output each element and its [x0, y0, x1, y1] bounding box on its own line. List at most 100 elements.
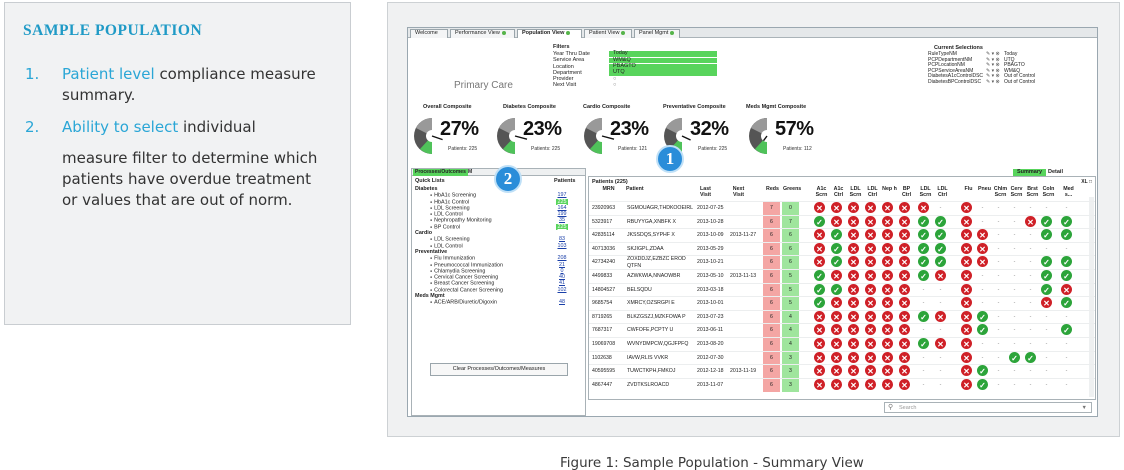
- tab-population-view[interactable]: Population View: [517, 29, 582, 38]
- table-row[interactable]: 14804527 BELSQDU 2013-03-18 6 5 ✓ ✓ ✕ ✕ ✕ ✕ - - ✕ - - - -…: [589, 282, 1095, 297]
- quick-list-measure[interactable]: Cervical Cancer Screening: [430, 274, 498, 281]
- filter-value[interactable]: Today: [609, 51, 717, 57]
- filter-row[interactable]: Location PBAGTO: [553, 63, 717, 70]
- table-row[interactable]: 23920963 SGMOUAGR,THDKOOEIRL 2012-07-25 7 0 ✕…: [589, 201, 1095, 215]
- selection-row[interactable]: DiabetesBPControlDSC ✎ ▾ ⊗ Out of Control: [928, 79, 1035, 86]
- selection-controls-icon[interactable]: ✎ ▾ ⊗: [986, 56, 1000, 63]
- grid-column-header[interactable]: MRN: [602, 186, 615, 192]
- quick-list-measure[interactable]: BP Control: [430, 224, 460, 231]
- grid-column-header[interactable]: Cerv Scrn: [1010, 186, 1023, 198]
- selection-controls-icon[interactable]: ✎ ▾ ⊗: [986, 73, 1000, 80]
- quick-list-measure[interactable]: Chlamydia Screening: [430, 268, 485, 275]
- grid-column-header[interactable]: Next Visit: [732, 186, 745, 198]
- quick-list-item[interactable]: Colorectal Cancer Screening 102: [412, 286, 585, 294]
- grid-column-header[interactable]: Nep h: [882, 186, 897, 192]
- grid-column-header[interactable]: BP Ctrl: [901, 186, 912, 198]
- table-row[interactable]: 19069708 WVNYDMPCW,QGJFPFQ 2013-08-20 6 4 ✕ ✕ ✕…: [589, 337, 1095, 351]
- table-row[interactable]: 40595595 TUWCTKPH,FMKOJ 2012-12-18 2013-11-…: [589, 364, 1095, 379]
- grid-column-header[interactable]: A1c Ctrl: [833, 186, 844, 198]
- quick-list-count-link[interactable]: 102: [557, 286, 567, 293]
- tab-summary[interactable]: Summary: [1013, 169, 1046, 176]
- quick-list-measure[interactable]: Flu Immunization: [430, 255, 475, 262]
- quick-list-measure[interactable]: Breast Cancer Screening: [430, 280, 494, 287]
- selection-row[interactable]: PCPLocationNM ✎ ▾ ⊗ PBAGTO: [928, 63, 1025, 69]
- quick-list-item[interactable]: Cervical Cancer Screening 40: [412, 274, 585, 281]
- search-box[interactable]: ⚲ Search ▼: [884, 402, 1092, 413]
- quick-list-measure[interactable]: Colorectal Cancer Screening: [430, 287, 503, 294]
- quick-list-count-link[interactable]: 41: [559, 280, 565, 287]
- quick-list-count-link[interactable]: 164: [557, 204, 567, 211]
- grid-column-header[interactable]: Patient: [626, 186, 644, 192]
- grid-column-header[interactable]: LDL Scrn: [849, 186, 862, 198]
- selection-controls-icon[interactable]: ✎ ▾ ⊗: [986, 51, 1000, 57]
- quick-list-count-link[interactable]: 40: [559, 274, 565, 281]
- grid-column-header[interactable]: Greens: [783, 186, 802, 192]
- quick-list-count-link[interactable]: 83: [559, 236, 565, 243]
- grid-column-header[interactable]: A1c Scrn: [815, 186, 828, 198]
- quick-list-item[interactable]: Pneumococcal Immunization 21: [412, 262, 585, 269]
- quick-list-count-link[interactable]: 208: [557, 255, 567, 262]
- quick-list-measure[interactable]: ACE/ARB/Diuretic/Digoxin: [430, 299, 497, 306]
- table-row[interactable]: 42835114 JKSSDQS,SYPHF X 2013-10-09 2013-11…: [589, 228, 1095, 243]
- filter-row[interactable]: Provider ○: [553, 76, 616, 82]
- quick-list-count-link[interactable]: 225: [556, 198, 568, 205]
- quick-list-item[interactable]: Breast Cancer Screening 41: [412, 280, 585, 287]
- quick-list-measure[interactable]: LDL Control: [430, 211, 463, 218]
- quick-list-item[interactable]: Chlamydia Screening 0: [412, 267, 585, 275]
- quick-list-measure[interactable]: LDL Control: [430, 243, 463, 250]
- filter-value[interactable]: WM&Q: [609, 57, 717, 64]
- quick-list-measure[interactable]: HbA1c Control: [430, 199, 469, 206]
- selection-row[interactable]: PCPDepartmentNM ✎ ▾ ⊗ UTQ: [928, 57, 1015, 64]
- filter-value[interactable]: ○: [613, 81, 617, 88]
- quick-list-measure[interactable]: LDL Screening: [430, 236, 469, 243]
- grid-column-header[interactable]: LDL Scrn: [919, 186, 932, 198]
- tab-patient-view[interactable]: Patient View: [584, 29, 632, 38]
- tab-welcome[interactable]: Welcome: [410, 29, 448, 38]
- table-row[interactable]: 5323917 RBUYYGA,XNBFK X 2013-10-28 6 7 ✓ ✕ ✕ ✕ ✕ ✕…: [589, 214, 1095, 229]
- table-row[interactable]: 4867447 ZVDTKSLROACD 2013-11-07 6 3 ✕ ✕ ✕ ✕ ✕ ✕ - - ✕…: [589, 377, 1095, 392]
- grid-column-header[interactable]: Last Visit: [699, 186, 712, 198]
- quick-list-item[interactable]: LDL Control 103: [412, 242, 585, 250]
- table-row[interactable]: 40713036 SKJIGPL,ZDAA 2013-05-29 6 6 ✕ ✓ ✕ ✕ ✕ ✕ ✓ ✓…: [589, 241, 1095, 256]
- quick-list-item[interactable]: HbA1c Control 225: [412, 198, 585, 206]
- grid-column-header[interactable]: Coln Scrn: [1042, 186, 1055, 198]
- grid-column-header[interactable]: Pneu: [978, 186, 991, 192]
- selection-row[interactable]: DiabetesA1cControlDSC ✎ ▾ ⊗ Out of Control: [928, 74, 1035, 80]
- tab-detail[interactable]: Detail: [1048, 169, 1063, 175]
- tab-panel-mgmt[interactable]: Panel Mgmt: [634, 29, 680, 38]
- quick-list-count-link[interactable]: 199: [557, 211, 567, 218]
- quick-list-item[interactable]: ACE/ARB/Diuretic/Digoxin 48: [412, 299, 585, 306]
- table-row[interactable]: 7687317 CWFOFE,PCPTY U 2013-06-11 6 4 ✕ ✕ ✕ ✕ ✕ ✕ -…: [589, 323, 1095, 338]
- quick-list-measure[interactable]: Pneumococcal Immunization: [430, 262, 503, 269]
- quick-list-measure[interactable]: HbA1c Screening: [430, 192, 476, 199]
- table-row[interactable]: 4499833 AZWKWIA,NNAOWBR 2013-05-10 2013-11-…: [589, 269, 1095, 283]
- quick-list-count-link[interactable]: 0: [560, 267, 564, 274]
- quick-list-item[interactable]: Flu Immunization 208: [412, 255, 585, 262]
- table-row[interactable]: 8719265 BLKZGSZJ,MZKFOWA P 2013-07-23 6 4 ✕ ✕ ✕…: [589, 309, 1095, 324]
- grid-column-header[interactable]: Flu: [964, 186, 973, 192]
- quick-list-item[interactable]: BP Control 225: [412, 223, 585, 231]
- quick-list-item[interactable]: HbA1c Screening 197: [412, 192, 585, 199]
- grid-column-header[interactable]: Reds: [766, 186, 779, 192]
- export-excel-icon[interactable]: XL □: [1081, 179, 1092, 185]
- grid-column-header[interactable]: LDL Ctrl: [867, 186, 878, 198]
- filter-row[interactable]: Service Area WM&Q: [553, 57, 717, 63]
- quick-list-count-link[interactable]: 48: [559, 299, 565, 306]
- quick-list-count-link[interactable]: 225: [556, 223, 568, 231]
- quick-list-item[interactable]: LDL Screening 83: [412, 236, 585, 243]
- tab-measures[interactable]: M: [468, 169, 473, 175]
- tab-processes-outcomes[interactable]: Processes/Outcomes: [413, 169, 468, 176]
- quick-list-item[interactable]: LDL Screening 164: [412, 204, 585, 212]
- filter-value[interactable]: PBAGTO: [609, 63, 717, 70]
- selection-controls-icon[interactable]: ✎ ▾ ⊗: [986, 67, 1000, 74]
- table-row[interactable]: 42734240 ZOXDDJZ,EZBZC EROD QTFN 2013-10-2…: [589, 255, 1095, 270]
- table-row[interactable]: 1102638 IAVW,RLIS VVKR 2012-07-30 6 3 ✕ ✕ ✕ ✕ ✕ ✕ -…: [589, 350, 1095, 365]
- filter-row[interactable]: Department UTQ: [553, 70, 717, 76]
- selection-controls-icon[interactable]: ✎ ▾ ⊗: [986, 62, 1000, 69]
- selection-row[interactable]: RuleTypeNM ✎ ▾ ⊗ Today: [928, 51, 1017, 58]
- quick-list-count-link[interactable]: 103: [557, 242, 567, 249]
- grid-column-header[interactable]: Chlm Scrn: [993, 186, 1008, 198]
- quick-list-measure[interactable]: Nephropathy Monitoring: [430, 217, 492, 224]
- quick-list-count-link[interactable]: 35: [559, 217, 565, 224]
- table-row[interactable]: 9685754 XMRCY,OZSRGPI E 2013-10-01 6 5 ✓ ✕ ✕ ✕ ✕ ✕…: [589, 296, 1095, 311]
